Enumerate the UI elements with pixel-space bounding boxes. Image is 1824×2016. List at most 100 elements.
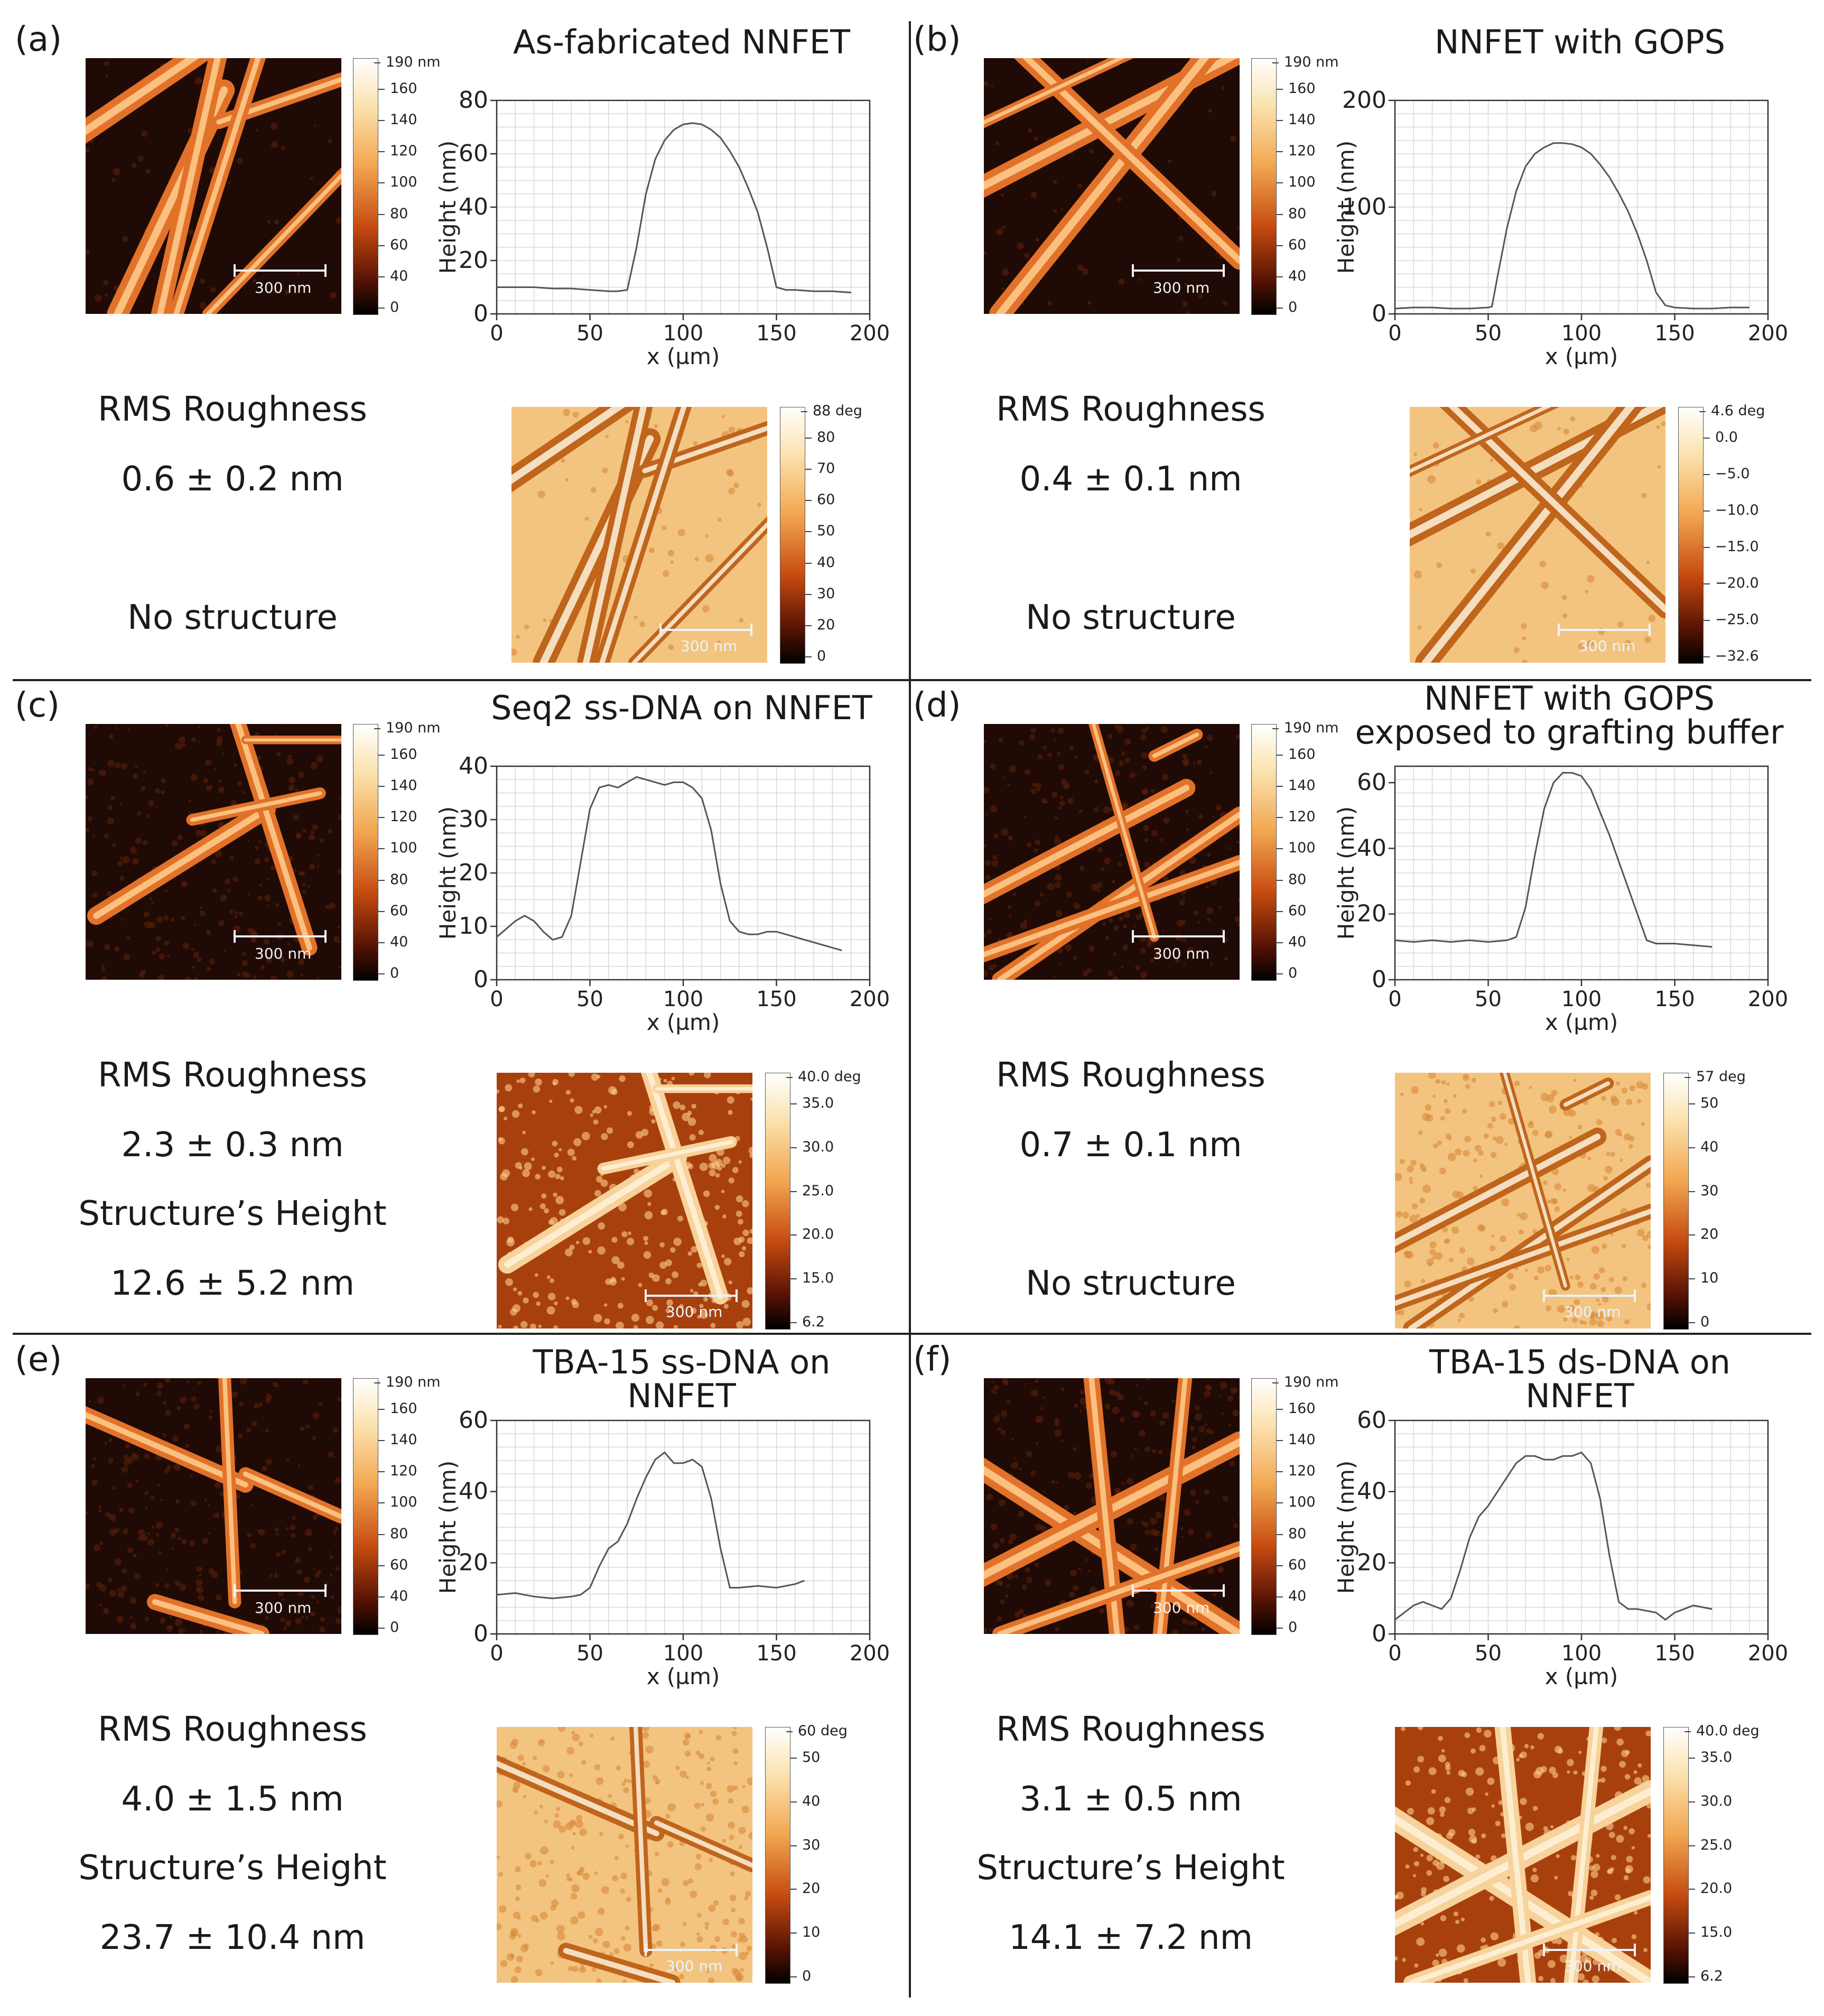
surface-particle [1468, 1296, 1474, 1302]
colorbar-max-label: 60 deg [786, 1723, 848, 1739]
surface-particle [239, 911, 244, 916]
surface-particle [618, 1203, 627, 1212]
surface-particle [535, 1174, 541, 1179]
surface-particle [667, 550, 675, 556]
surface-particle [742, 1229, 749, 1237]
surface-particle [181, 1538, 187, 1545]
surface-particle [1462, 1109, 1467, 1114]
surface-particle [1053, 976, 1056, 979]
surface-particle [1598, 1303, 1602, 1306]
surface-particle [612, 1875, 618, 1882]
surface-particle [1158, 1450, 1163, 1455]
surface-particle [1597, 1320, 1604, 1327]
surface-particle [724, 1258, 732, 1266]
surface-particle [1587, 574, 1595, 583]
x-tick-label: 150 [1654, 987, 1695, 1011]
surface-particle [155, 947, 160, 952]
surface-particle [1403, 1250, 1409, 1256]
surface-particle [1097, 847, 1103, 852]
phase-scale-bar-label: 300 nm [1579, 637, 1636, 655]
surface-particle [564, 1248, 573, 1257]
surface-particle [310, 176, 314, 181]
surface-particle [594, 1764, 601, 1771]
surface-particle [1122, 924, 1128, 929]
surface-particle [1438, 1735, 1443, 1741]
surface-particle [135, 765, 138, 769]
nanowire-highlight [1152, 732, 1199, 758]
surface-particle [1542, 1180, 1548, 1185]
surface-particle [568, 1073, 575, 1077]
surface-particle [1141, 728, 1147, 734]
surface-particle [1222, 1413, 1224, 1415]
surface-particle [538, 1324, 542, 1328]
surface-particle [1509, 1284, 1516, 1291]
surface-particle [1483, 1133, 1489, 1139]
surface-particle [1027, 128, 1032, 133]
surface-particle [189, 1474, 193, 1478]
surface-particle [115, 727, 118, 729]
surface-particle [1051, 791, 1058, 798]
surface-particle [1018, 1609, 1025, 1615]
surface-particle [685, 1775, 689, 1779]
surface-particle [135, 1391, 140, 1397]
surface-particle [1077, 183, 1083, 188]
surface-particle [155, 788, 161, 794]
surface-particle [732, 1727, 737, 1730]
afm-image-svg [984, 58, 1240, 314]
surface-particle [695, 1750, 701, 1755]
surface-particle [1471, 1748, 1476, 1754]
nanowire [511, 407, 638, 493]
x-tick-label: 100 [663, 321, 703, 346]
surface-particle [597, 1246, 606, 1255]
surface-particle [578, 1911, 585, 1919]
surface-particle [1063, 1504, 1069, 1511]
surface-particle [1177, 919, 1184, 927]
surface-particle [497, 1800, 503, 1808]
surface-particle [1443, 1875, 1450, 1882]
surface-particle [1500, 1113, 1506, 1120]
surface-particle [1143, 825, 1149, 831]
profile-data-point [748, 934, 749, 935]
surface-particle [328, 1451, 334, 1457]
surface-particle [1183, 897, 1186, 900]
surface-particle [639, 621, 646, 627]
surface-particle [1489, 1245, 1496, 1252]
surface-particle [1395, 1173, 1402, 1181]
no-structure-label: No structure [1026, 1264, 1236, 1303]
surface-particle [1093, 806, 1099, 812]
nanowire-highlight [654, 1820, 752, 1868]
height-colorbar [353, 1378, 378, 1635]
surface-particle [721, 1163, 726, 1168]
surface-particle [522, 1762, 526, 1766]
surface-particle [1469, 1835, 1477, 1843]
surface-particle [1518, 1229, 1524, 1235]
surface-particle [575, 1820, 583, 1828]
surface-particle [646, 1316, 654, 1324]
structure-height-value: 23.7 ± 10.4 nm [99, 1918, 366, 1957]
surface-particle [193, 1403, 200, 1410]
colorbar-tick-label: 0 [790, 1968, 812, 1984]
afm-image-svg [86, 1378, 341, 1634]
surface-particle [539, 1846, 548, 1855]
surface-particle [339, 797, 341, 800]
surface-particle [1641, 1283, 1646, 1288]
surface-particle [198, 1573, 202, 1577]
profile-data-point [1525, 166, 1526, 167]
surface-particle [155, 1532, 160, 1537]
colorbar-tick-label: 15.0 [790, 1270, 834, 1287]
surface-particle [1147, 1378, 1150, 1381]
surface-particle [1104, 857, 1111, 865]
surface-particle [1574, 1299, 1580, 1305]
surface-particle [744, 1896, 749, 1901]
scale-bar-label: 300 nm [1153, 945, 1210, 962]
surface-particle [205, 759, 212, 766]
surface-particle [295, 832, 302, 839]
surface-particle [1067, 1471, 1075, 1479]
profile-data-point [1450, 1598, 1451, 1599]
surface-particle [721, 1254, 725, 1258]
surface-particle [1479, 1745, 1486, 1752]
surface-particle [662, 570, 669, 577]
colorbar-tick-label: 140 [1277, 1432, 1316, 1448]
